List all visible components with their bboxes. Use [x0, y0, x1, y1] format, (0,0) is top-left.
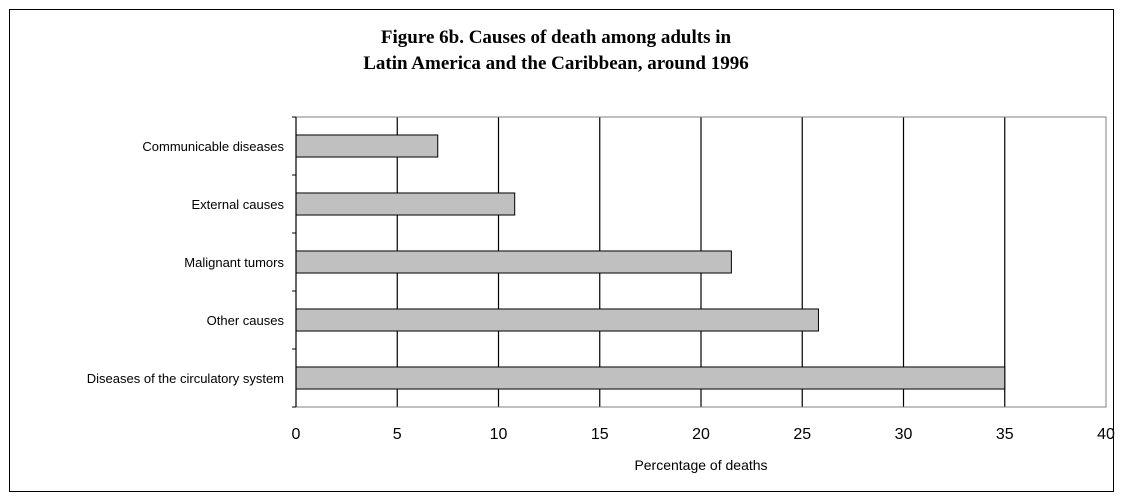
x-tick-label-2: 10 [490, 426, 508, 443]
y-axis-ticks [292, 116, 296, 408]
x-axis-title: Percentage of deaths [634, 457, 767, 473]
bars [295, 134, 1006, 390]
category-label-1: External causes [192, 197, 285, 212]
x-tick-label-1: 5 [393, 426, 402, 443]
bar-3 [295, 308, 819, 332]
chart-frame: Figure 6b. Causes of death among adults … [9, 9, 1115, 492]
category-label-0: Communicable diseases [142, 139, 284, 154]
bar-2 [295, 250, 732, 274]
x-tick-label-6: 30 [895, 426, 913, 443]
bar-4 [295, 366, 1006, 390]
category-label-4: Diseases of the circulatory system [87, 371, 284, 386]
bar-1 [295, 192, 516, 216]
category-labels: Communicable diseases External causes Mali… [87, 139, 285, 386]
chart-title-line-1: Figure 6b. Causes of death among adults … [381, 27, 732, 48]
bar-chart: Figure 6b. Causes of death among adults … [87, 27, 1115, 473]
category-label-3: Other causes [207, 313, 285, 328]
bar-0 [295, 134, 439, 158]
category-label-2: Malignant tumors [184, 255, 284, 270]
x-tick-label-3: 15 [591, 426, 609, 443]
x-axis-tick-labels: 0 5 10 15 20 25 30 35 40 [292, 426, 1115, 443]
x-tick-label-8: 40 [1097, 426, 1115, 443]
chart-title-line-2: Latin America and the Caribbean, around … [363, 53, 749, 74]
x-tick-label-4: 20 [692, 426, 710, 443]
x-tick-label-5: 25 [793, 426, 811, 443]
x-tick-label-0: 0 [292, 426, 301, 443]
x-tick-label-7: 35 [996, 426, 1014, 443]
